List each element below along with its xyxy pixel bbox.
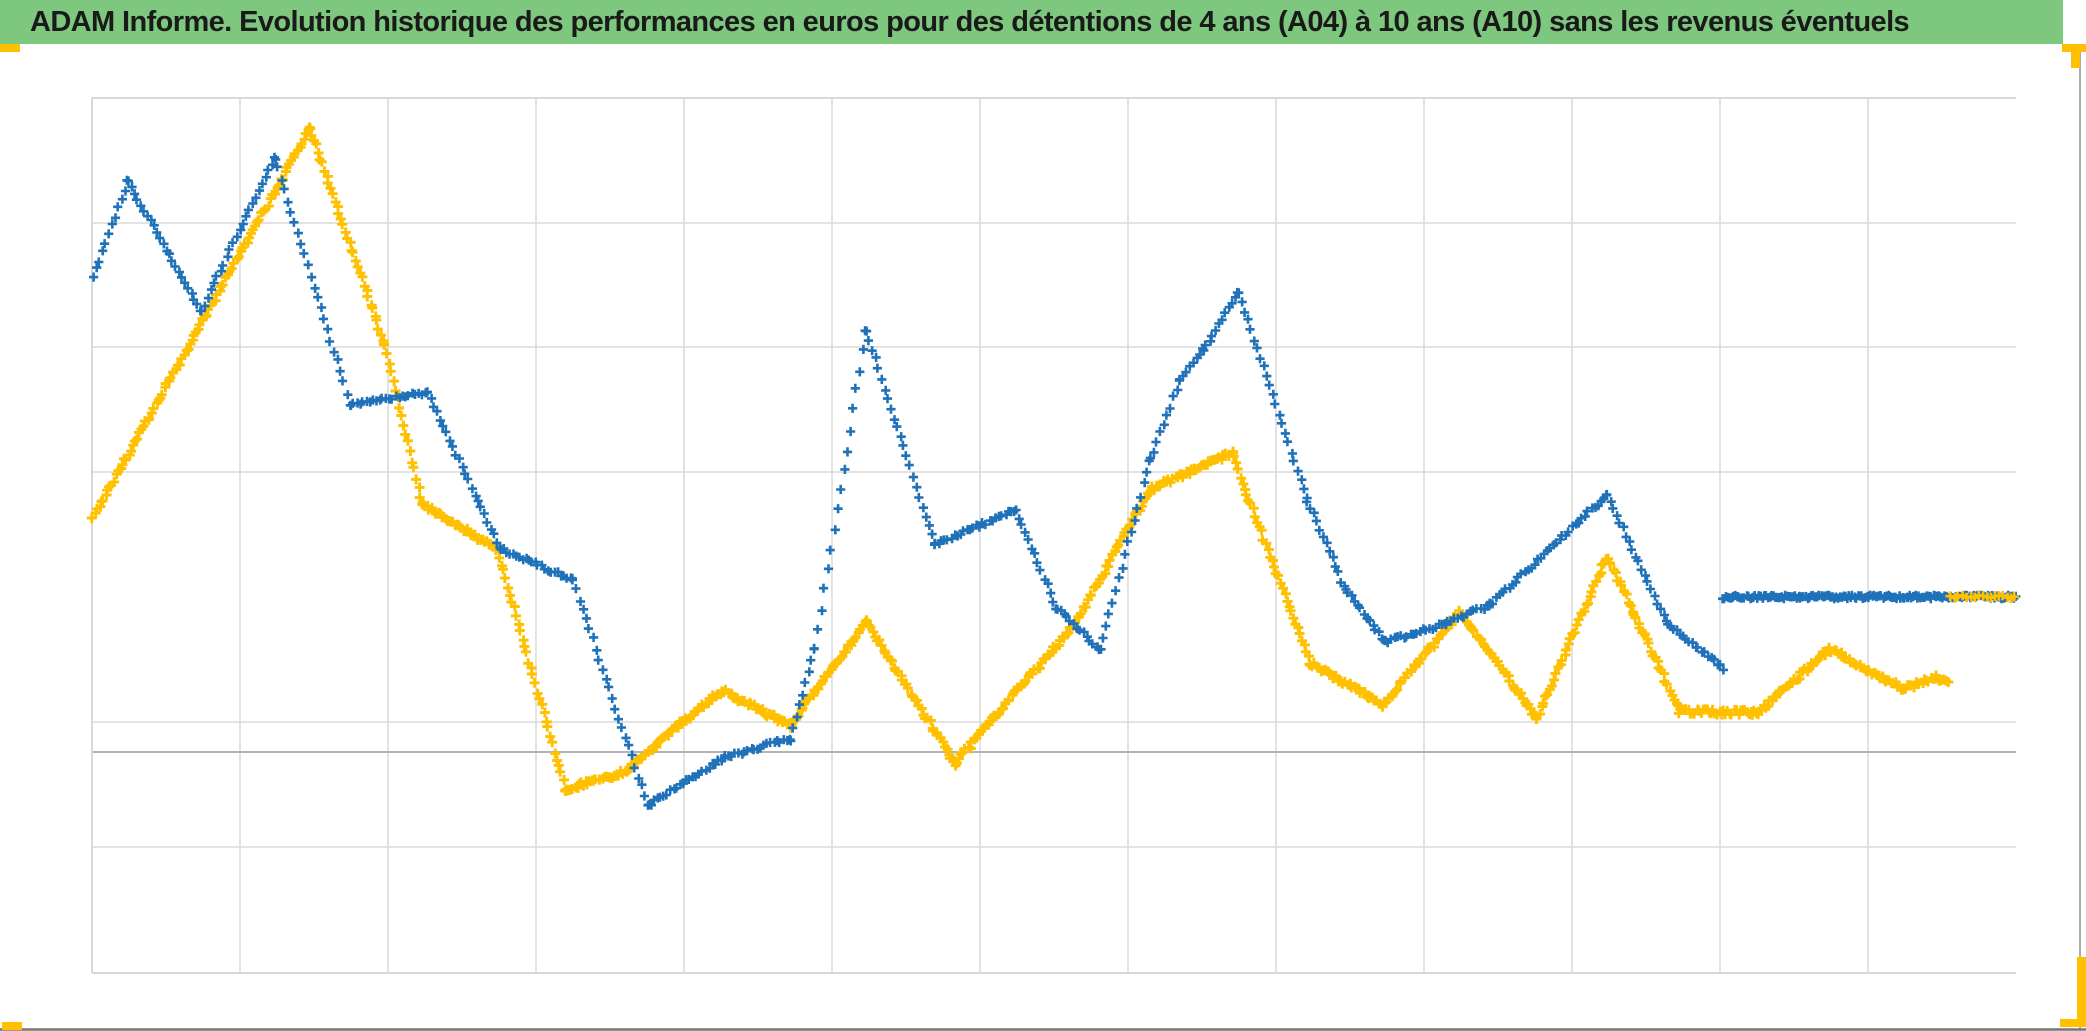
plot-border [91, 97, 2016, 974]
corner-mark-bottom-right-v [2077, 957, 2086, 1027]
data-series [86, 122, 2021, 810]
blue-series [89, 152, 1728, 810]
corner-mark-top-right-v [2071, 44, 2080, 68]
gold-series [86, 122, 1954, 796]
chart-title: ADAM Informe. Evolution historique des p… [30, 5, 1910, 38]
chart-title-bar: ADAM Informe. Evolution historique des p… [0, 0, 2063, 44]
corner-mark-bottom-right-foot [2060, 1019, 2086, 1027]
page-edge-lines [0, 52, 2086, 1031]
corner-mark-top-left-stub [0, 44, 20, 52]
gold-flat-overlap [1945, 590, 2019, 604]
corner-mark-bottom-left-stub [2, 1022, 22, 1030]
gridlines [92, 98, 2016, 973]
